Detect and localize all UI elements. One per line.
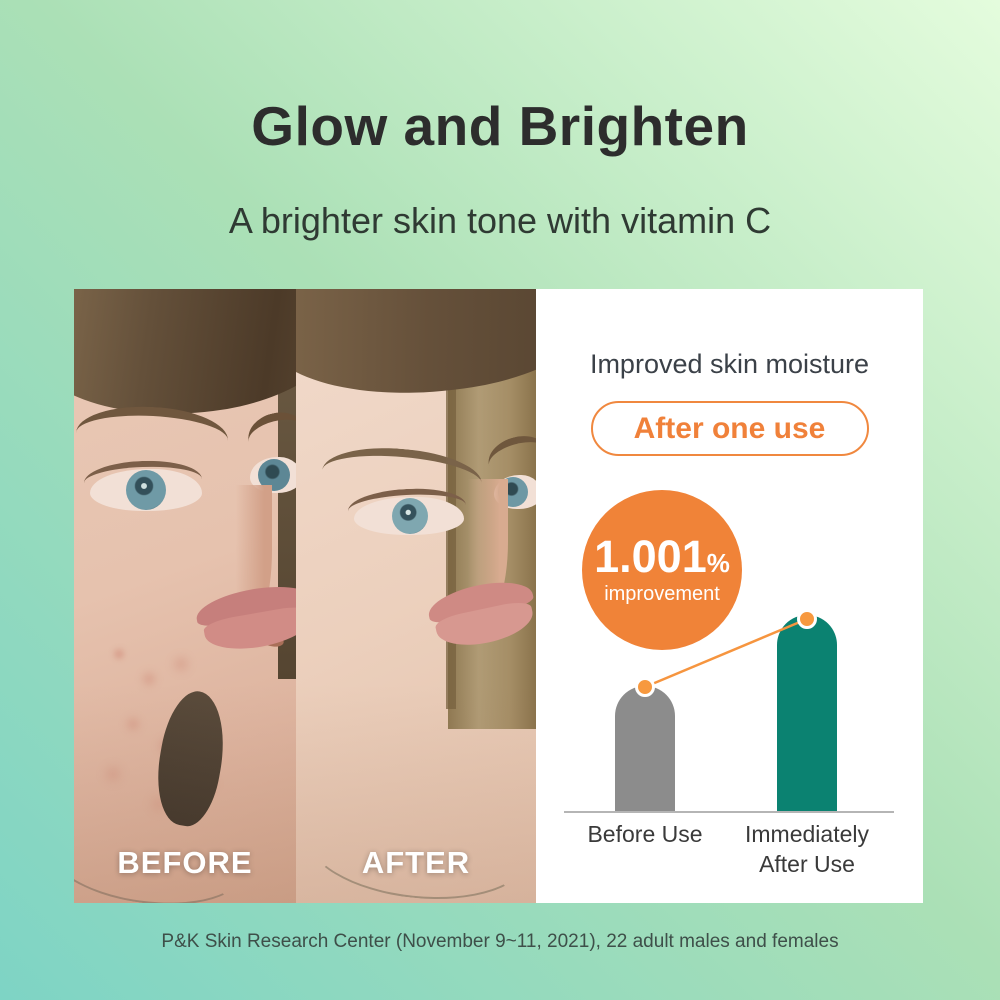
before-left-eye (90, 469, 202, 511)
category-label-before: Before Use (587, 821, 703, 847)
after-label: AFTER (361, 845, 471, 880)
chart-connector-line (644, 617, 808, 689)
result-chart-panel: Improved skin moisture After one use 1.0… (536, 289, 923, 903)
improvement-caption: improvement (604, 583, 720, 605)
improvement-value: 1.001% (594, 534, 730, 579)
before-left-iris (126, 470, 166, 510)
bar-immediately-after-use (777, 615, 837, 812)
before-photo: BEFORE (74, 289, 296, 903)
bar-before-use (615, 686, 675, 812)
page-title: Glow and Brighten (251, 95, 749, 157)
before-blemishes (114, 649, 124, 659)
after-photo: AFTER (296, 289, 536, 903)
category-label-after: Immediately After Use (745, 821, 869, 877)
after-left-eye (354, 497, 464, 535)
hero-row: BEFORE AFTER Improved skin moisture (74, 289, 923, 903)
page-subtitle: A brighter skin tone with vitamin C (228, 200, 772, 241)
before-label: BEFORE (117, 845, 253, 880)
improvement-highlight-circle: 1.001% improvement (582, 490, 742, 650)
before-lower-shading (74, 683, 296, 903)
chart-heading: Improved skin moisture (589, 349, 870, 379)
after-left-iris (392, 498, 428, 534)
improvement-number: 1.001 (594, 531, 707, 582)
chart-baseline (564, 811, 894, 813)
study-footnote: P&K Skin Research Center (November 9~11,… (161, 931, 839, 952)
percent-sign: % (706, 548, 730, 578)
after-lower-shading (296, 683, 536, 903)
after-one-use-badge: After one use (590, 401, 869, 456)
after-curtain-fold (446, 289, 456, 709)
before-left-eyebrow (74, 403, 230, 470)
data-point-after (797, 609, 817, 629)
data-point-before (635, 677, 655, 697)
